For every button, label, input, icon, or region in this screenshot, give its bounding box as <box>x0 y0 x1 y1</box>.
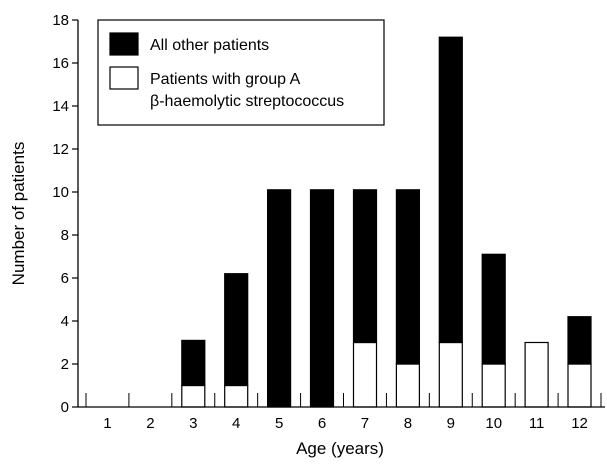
x-tick-label-8: 8 <box>404 415 412 432</box>
bar-group-a-strep-age-12 <box>567 363 592 408</box>
legend-label-group-a-strep-line1: Patients with group A <box>150 71 301 88</box>
bar-group-a-strep-age-9 <box>438 341 463 408</box>
legend-swatch-group-a-strep <box>109 66 139 90</box>
bar-all-other-patients-age-12 <box>567 316 592 365</box>
bar-group-a-strep-age-7 <box>352 341 378 408</box>
x-tick-label-9: 9 <box>447 415 455 432</box>
x-tick-label-7: 7 <box>361 415 369 432</box>
bar-all-other-patients-age-10 <box>481 253 506 365</box>
legend-swatch-all-other-patients <box>109 32 139 56</box>
y-axis-title: Number of patients <box>9 142 28 286</box>
bar-all-other-patients-age-4 <box>224 273 249 387</box>
x-tick-label-1: 1 <box>103 415 111 432</box>
bar-all-other-patients-age-3 <box>181 339 206 387</box>
x-tick-label-12: 12 <box>571 415 588 432</box>
legend: All other patients Patients with group A… <box>97 19 385 126</box>
bar-all-other-patients-age-8 <box>395 189 420 365</box>
y-tick-label-10: 10 <box>52 184 69 201</box>
x-tick-label-4: 4 <box>232 415 240 432</box>
y-tick-label-18: 18 <box>52 12 69 29</box>
x-tick-label-11: 11 <box>529 415 545 432</box>
bar-group-a-strep-age-4 <box>224 384 249 408</box>
legend-label-group-a-strep-line2: β-haemolytic streptococcus <box>150 93 344 110</box>
legend-label-all-other-patients: All other patients <box>150 37 269 54</box>
y-tick-label-0: 0 <box>61 399 69 416</box>
bars <box>181 36 592 408</box>
bar-group-a-strep-age-11 <box>524 341 549 408</box>
x-tick-label-5: 5 <box>275 415 283 432</box>
bar-all-other-patients-age-9 <box>438 36 463 344</box>
x-tick-label-3: 3 <box>189 415 197 432</box>
x-tick-label-6: 6 <box>318 415 326 432</box>
x-axis-title: Age (years) <box>296 439 384 458</box>
y-tick-label-12: 12 <box>52 141 69 158</box>
x-tick-label-10: 10 <box>485 415 502 432</box>
bar-group-a-strep-age-3 <box>181 384 206 408</box>
y-tick-label-4: 4 <box>61 313 69 330</box>
bar-all-other-patients-age-6 <box>309 189 335 408</box>
x-tick-label-2: 2 <box>146 415 154 432</box>
bar-all-other-patients-age-5 <box>267 189 292 408</box>
y-tick-label-16: 16 <box>52 55 69 72</box>
y-tick-label-6: 6 <box>61 270 69 287</box>
y-tick-label-14: 14 <box>52 98 69 115</box>
y-tick-label-2: 2 <box>61 356 69 373</box>
bar-group-a-strep-age-10 <box>481 363 506 408</box>
legend-box <box>97 19 385 126</box>
y-tick-label-8: 8 <box>61 227 69 244</box>
bar-all-other-patients-age-7 <box>352 189 378 344</box>
bar-group-a-strep-age-8 <box>395 363 420 408</box>
